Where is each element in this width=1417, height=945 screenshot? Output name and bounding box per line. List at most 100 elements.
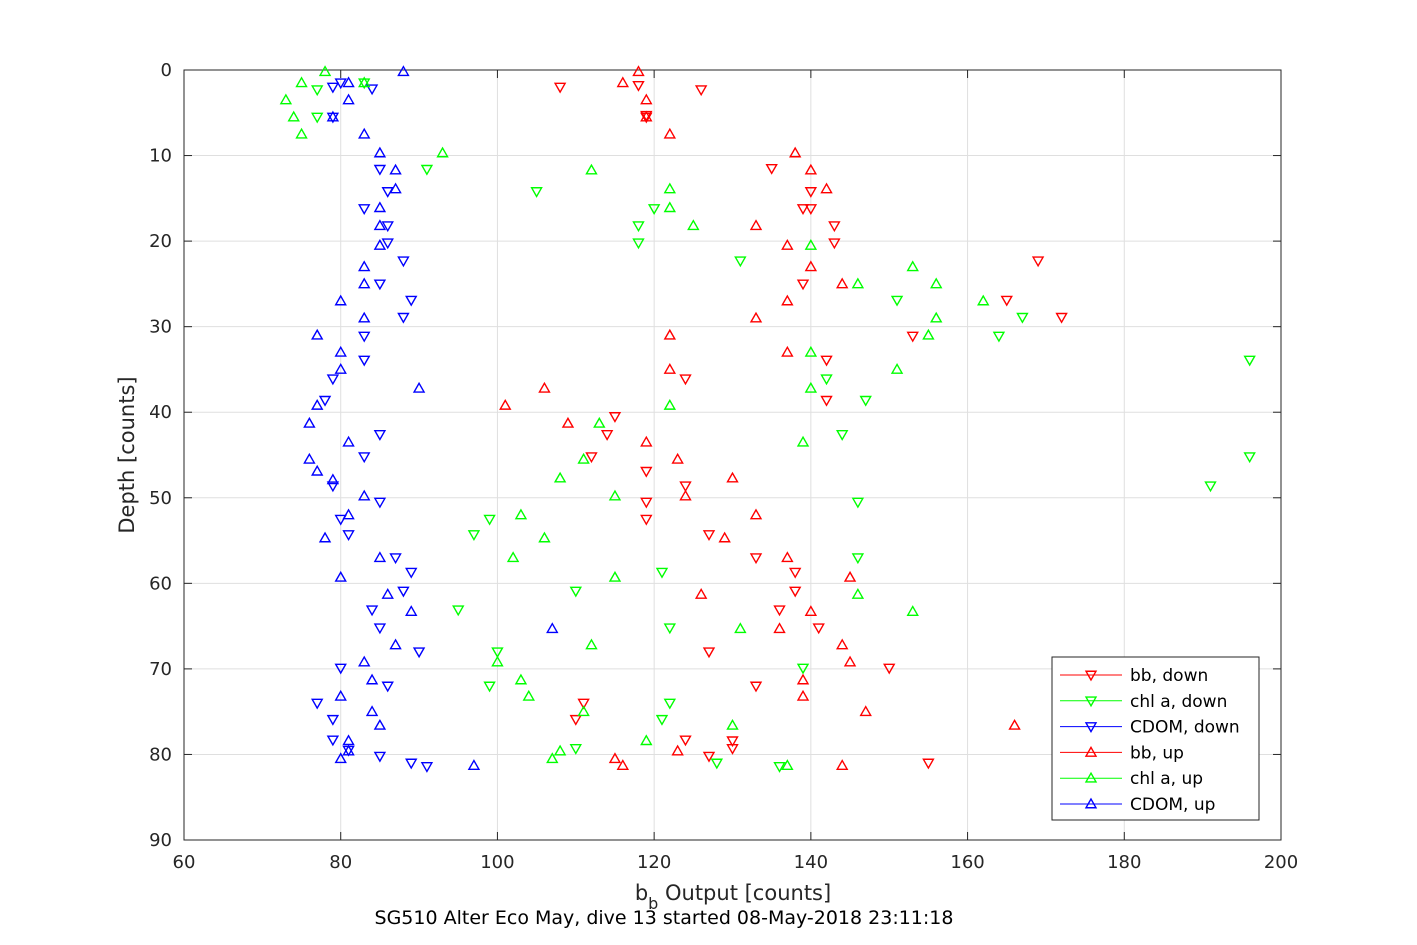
data-point-chl-a-down (452, 605, 465, 617)
figure-caption: SG510 Alter Eco May, dive 13 started 08-… (375, 907, 954, 929)
legend-marker-bb-up (1084, 745, 1098, 757)
x-tick-label: 180 (1107, 852, 1141, 873)
data-point-cdom-up (389, 163, 402, 175)
data-point-bb-down (640, 466, 653, 478)
data-point-bb-up (1008, 718, 1021, 730)
data-point-bb-down (1000, 295, 1013, 307)
data-point-bb-down (632, 80, 645, 92)
data-point-chl-a-up (585, 638, 598, 650)
data-point-chl-a-up (585, 163, 598, 175)
data-point-cdom-down (373, 430, 387, 441)
data-point-cdom-down (358, 331, 371, 343)
data-point-cdom-down (326, 82, 340, 94)
data-point-chl-a-up (514, 673, 528, 685)
data-point-chl-a-up (640, 734, 653, 746)
data-point-cdom-down (373, 751, 387, 763)
data-point-bb-down (640, 514, 653, 526)
data-point-cdom-up (342, 508, 355, 520)
data-point-bb-up (640, 93, 653, 105)
data-point-chl-a-up (546, 752, 559, 764)
data-point-bb-down (796, 204, 810, 216)
y-tick-label: 10 (149, 146, 172, 167)
data-point-cdom-up (303, 416, 316, 428)
data-point-bb-up (835, 759, 849, 771)
data-point-chl-a-down (851, 497, 865, 509)
legend-marker-cdom-down (1084, 722, 1098, 734)
data-point-cdom-down (373, 497, 387, 509)
data-point-chl-a-down (569, 586, 582, 598)
data-point-cdom-up (311, 398, 324, 410)
data-point-chl-a-up (906, 260, 919, 272)
x-tick-label: 100 (480, 852, 514, 873)
data-point-chl-a-down (311, 85, 324, 97)
data-point-cdom-down (381, 681, 394, 693)
legend-label-cdom-up: CDOM, up (1130, 795, 1215, 815)
data-point-cdom-down (365, 605, 379, 617)
data-point-cdom-up (373, 201, 387, 213)
data-point-bb-down (702, 751, 716, 763)
data-point-cdom-down (334, 78, 347, 90)
series-bb-down (553, 80, 1068, 770)
data-point-bb-down (577, 698, 590, 710)
data-point-bb-up (616, 759, 630, 771)
data-point-chl-a-up (608, 570, 622, 582)
x-axis-label-main: b (635, 881, 648, 905)
data-point-cdom-up (334, 363, 347, 374)
data-point-bb-down (679, 735, 692, 747)
data-point-chl-a-up (726, 718, 739, 730)
data-point-chl-a-up (804, 238, 818, 250)
data-point-cdom-down (358, 355, 371, 367)
data-point-cdom-up (389, 638, 402, 650)
data-point-chl-a-up (796, 435, 810, 447)
data-point-bb-down (749, 553, 763, 565)
data-point-chl-a-down (647, 204, 661, 216)
data-point-bb-up (640, 110, 653, 122)
data-point-bb-up (671, 452, 684, 464)
data-point-chl-a-down (734, 256, 747, 268)
data-point-cdom-down (311, 698, 324, 710)
data-point-bb-down (608, 412, 622, 423)
data-point-chl-a-down (820, 374, 833, 386)
data-point-cdom-up (358, 260, 371, 272)
data-point-chl-a-up (358, 76, 371, 88)
legend: bb, down chl a, down CDOM, down bb, up chl a… (1051, 656, 1260, 821)
data-point-cdom-up (311, 328, 324, 340)
data-point-chl-a-up (734, 622, 747, 634)
legend-label-chl-a-down: chl a, down (1130, 692, 1227, 712)
data-point-chl-a-up (851, 588, 865, 599)
data-point-bb-down (726, 736, 739, 748)
y-tick-label: 0 (161, 60, 172, 81)
data-point-bb-up (773, 622, 786, 634)
data-point-chl-a-down (835, 430, 849, 441)
data-point-chl-a-up (781, 759, 794, 771)
data-point-bb-down (765, 163, 778, 175)
data-point-bb-up (781, 345, 794, 357)
data-point-bb-up (843, 570, 857, 582)
data-point-bb-up (804, 163, 818, 175)
data-point-chl-a-up (287, 110, 300, 122)
data-point-cdom-up (311, 464, 324, 476)
legend-marker-bb-down (1084, 670, 1098, 682)
data-point-bb-up (663, 363, 677, 374)
y-tick-label: 30 (149, 317, 172, 338)
data-point-bb-up (671, 744, 684, 756)
data-point-bb-down (702, 530, 716, 541)
data-point-bb-down (702, 647, 716, 659)
data-point-bb-up (718, 531, 731, 543)
legend-label-chl-a-up: chl a, up (1130, 769, 1203, 789)
data-point-cdom-up (546, 622, 559, 634)
x-tick-label: 120 (637, 852, 671, 873)
data-point-bb-down (1031, 256, 1045, 268)
data-point-cdom-down (412, 647, 426, 659)
data-point-bb-down (788, 567, 802, 579)
axis-ticks: 60 80 100 120 140 160 180 200 0 10 20 30 40 50 60 70 80 9… (149, 60, 1298, 873)
data-point-chl-a-down (655, 567, 669, 579)
x-tick-label: 60 (173, 852, 196, 873)
data-point-bb-down (820, 355, 833, 367)
data-point-cdom-up (318, 531, 332, 543)
data-point-bb-up (781, 238, 794, 250)
data-point-cdom-down (358, 452, 371, 464)
data-point-chl-a-down (655, 714, 669, 726)
data-point-cdom-down (334, 663, 347, 675)
data-point-chl-a-up (295, 127, 308, 139)
